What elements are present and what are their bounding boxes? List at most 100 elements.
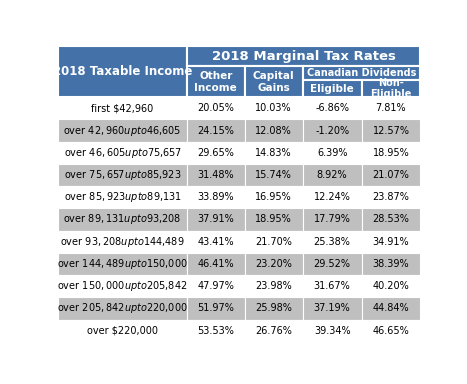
- Bar: [58, 253, 187, 275]
- Text: 29.65%: 29.65%: [198, 148, 234, 158]
- Text: 37.91%: 37.91%: [198, 215, 234, 225]
- Bar: [303, 319, 361, 342]
- Text: over $93,208 up to $144,489: over $93,208 up to $144,489: [60, 235, 185, 249]
- Text: 53.53%: 53.53%: [198, 326, 234, 336]
- Text: 23.87%: 23.87%: [373, 192, 410, 202]
- Text: 33.89%: 33.89%: [198, 192, 234, 202]
- Bar: [303, 164, 361, 186]
- Bar: [58, 119, 187, 142]
- Text: 20.05%: 20.05%: [198, 103, 234, 113]
- Bar: [58, 97, 187, 119]
- Text: 39.34%: 39.34%: [314, 326, 351, 336]
- Text: Non-
Eligible: Non- Eligible: [370, 78, 412, 99]
- Bar: [245, 297, 303, 319]
- Bar: [245, 186, 303, 209]
- Bar: [187, 253, 245, 275]
- Text: over $85,923 up to $89,131: over $85,923 up to $89,131: [64, 190, 182, 204]
- Text: Other
Income: Other Income: [194, 71, 237, 93]
- Bar: [187, 209, 245, 231]
- Bar: [245, 275, 303, 297]
- Bar: [58, 297, 187, 319]
- Bar: [58, 164, 187, 186]
- Text: 40.20%: 40.20%: [373, 281, 410, 291]
- Bar: [58, 209, 187, 231]
- Bar: [187, 319, 245, 342]
- Text: 17.79%: 17.79%: [314, 215, 351, 225]
- Text: 16.95%: 16.95%: [255, 192, 292, 202]
- Bar: [361, 231, 420, 253]
- Bar: [361, 275, 420, 297]
- Text: 47.97%: 47.97%: [198, 281, 234, 291]
- Bar: [58, 46, 187, 97]
- Bar: [303, 142, 361, 164]
- Text: -6.86%: -6.86%: [315, 103, 349, 113]
- Text: over $42,960 up to $46,605: over $42,960 up to $46,605: [64, 124, 182, 137]
- Text: 10.03%: 10.03%: [255, 103, 292, 113]
- Text: 46.41%: 46.41%: [198, 259, 234, 269]
- Text: 2018 Taxable Income: 2018 Taxable Income: [53, 65, 192, 78]
- Text: 21.70%: 21.70%: [255, 237, 292, 247]
- Bar: [187, 66, 245, 97]
- Bar: [245, 319, 303, 342]
- Bar: [361, 119, 420, 142]
- Bar: [303, 186, 361, 209]
- Text: 18.95%: 18.95%: [255, 215, 292, 225]
- Bar: [303, 66, 420, 80]
- Text: 7.81%: 7.81%: [375, 103, 406, 113]
- Text: 18.95%: 18.95%: [373, 148, 410, 158]
- Bar: [303, 253, 361, 275]
- Bar: [58, 319, 187, 342]
- Bar: [245, 231, 303, 253]
- Text: 51.97%: 51.97%: [198, 303, 234, 313]
- Text: Canadian Dividends: Canadian Dividends: [307, 68, 416, 78]
- Text: 26.76%: 26.76%: [255, 326, 292, 336]
- Text: over $144,489 up to $150,000: over $144,489 up to $150,000: [57, 257, 188, 271]
- Bar: [58, 186, 187, 209]
- Text: 12.57%: 12.57%: [373, 126, 410, 136]
- Text: 14.83%: 14.83%: [255, 148, 292, 158]
- Text: 12.08%: 12.08%: [255, 126, 292, 136]
- Bar: [187, 186, 245, 209]
- Bar: [361, 209, 420, 231]
- Bar: [187, 97, 245, 119]
- Text: 31.67%: 31.67%: [314, 281, 351, 291]
- Bar: [58, 275, 187, 297]
- Bar: [245, 119, 303, 142]
- Text: over $75,657 up to $85,923: over $75,657 up to $85,923: [64, 168, 181, 182]
- Text: 28.53%: 28.53%: [373, 215, 410, 225]
- Text: 2018 Marginal Tax Rates: 2018 Marginal Tax Rates: [212, 50, 396, 63]
- Bar: [245, 66, 303, 97]
- Text: 44.84%: 44.84%: [373, 303, 409, 313]
- Bar: [361, 80, 420, 97]
- Text: 21.07%: 21.07%: [373, 170, 410, 180]
- Text: 23.20%: 23.20%: [255, 259, 292, 269]
- Bar: [361, 142, 420, 164]
- Text: 25.98%: 25.98%: [255, 303, 292, 313]
- Bar: [187, 231, 245, 253]
- Text: 38.39%: 38.39%: [373, 259, 409, 269]
- Bar: [187, 46, 420, 66]
- Bar: [303, 80, 361, 97]
- Text: 43.41%: 43.41%: [198, 237, 234, 247]
- Bar: [303, 119, 361, 142]
- Text: 37.19%: 37.19%: [314, 303, 351, 313]
- Bar: [303, 209, 361, 231]
- Text: Capital
Gains: Capital Gains: [253, 71, 295, 93]
- Text: 34.91%: 34.91%: [373, 237, 409, 247]
- Text: 31.48%: 31.48%: [198, 170, 234, 180]
- Bar: [58, 231, 187, 253]
- Text: 24.15%: 24.15%: [198, 126, 234, 136]
- Text: first $42,960: first $42,960: [92, 103, 154, 113]
- Text: over $150,000 up to $205,842: over $150,000 up to $205,842: [57, 279, 188, 293]
- Bar: [303, 297, 361, 319]
- Text: 12.24%: 12.24%: [314, 192, 351, 202]
- Bar: [361, 164, 420, 186]
- Bar: [245, 253, 303, 275]
- Bar: [245, 97, 303, 119]
- Text: 23.98%: 23.98%: [255, 281, 292, 291]
- Text: over $46,605 up to $75,657: over $46,605 up to $75,657: [64, 146, 181, 160]
- Text: Eligible: Eligible: [310, 84, 354, 94]
- Bar: [303, 97, 361, 119]
- Bar: [361, 297, 420, 319]
- Text: 46.65%: 46.65%: [373, 326, 410, 336]
